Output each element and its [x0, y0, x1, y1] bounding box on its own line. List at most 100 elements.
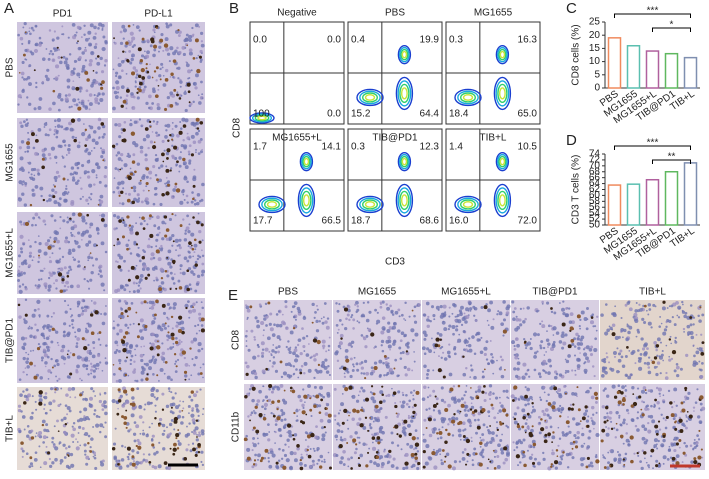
- stain: [100, 86, 104, 90]
- contour: [302, 155, 311, 168]
- cell: [76, 166, 80, 170]
- cell: [432, 448, 435, 451]
- cell: [551, 385, 553, 387]
- stain: [265, 367, 268, 371]
- cell: [93, 456, 97, 460]
- cell: [177, 34, 181, 37]
- stain: [352, 438, 357, 443]
- cell: [559, 455, 563, 459]
- cell: [199, 60, 203, 63]
- cell: [157, 257, 162, 262]
- cell: [20, 166, 24, 170]
- cell: [87, 343, 90, 347]
- axis-label: CD8: [232, 118, 243, 138]
- cell: [296, 447, 300, 451]
- cell: [323, 458, 326, 461]
- cell: [378, 359, 383, 364]
- cell: [448, 306, 451, 309]
- cell: [316, 462, 319, 465]
- stain: [121, 415, 125, 419]
- cell: [147, 146, 150, 150]
- cell: [274, 369, 279, 373]
- stain: [556, 455, 559, 458]
- cell: [263, 314, 266, 318]
- cell: [99, 97, 104, 103]
- cell: [278, 447, 281, 451]
- stain: [186, 287, 190, 292]
- cell: [262, 329, 265, 332]
- stain: [489, 425, 492, 427]
- cell: [37, 284, 41, 288]
- cell: [114, 340, 118, 345]
- cell: [603, 360, 607, 364]
- stain: [64, 422, 68, 426]
- cell: [75, 368, 78, 372]
- cell: [465, 339, 469, 344]
- cell: [588, 347, 593, 352]
- cell: [31, 411, 34, 415]
- cell: [118, 255, 124, 260]
- contour: [495, 187, 510, 214]
- stain: [56, 46, 59, 49]
- stain: [53, 240, 56, 243]
- cell: [72, 440, 75, 443]
- stain: [481, 408, 486, 413]
- stain: [600, 439, 604, 443]
- cell: [512, 416, 515, 419]
- stain: [161, 303, 166, 308]
- cell: [608, 410, 613, 415]
- cell: [116, 186, 120, 190]
- cell: [267, 423, 270, 426]
- cell: [165, 22, 168, 25]
- cell: [625, 438, 630, 443]
- stain: [123, 416, 128, 420]
- cell: [400, 448, 403, 451]
- cell: [403, 318, 405, 320]
- row-label: MG1655+L: [5, 228, 16, 278]
- cell: [135, 282, 138, 285]
- cell: [61, 155, 64, 158]
- cell: [585, 356, 589, 361]
- cell: [537, 372, 542, 376]
- stain: [183, 457, 188, 461]
- stain: [348, 414, 350, 417]
- cell: [279, 383, 284, 388]
- cell: [574, 369, 577, 372]
- cell: [24, 184, 27, 187]
- stain: [562, 451, 565, 454]
- cell: [70, 201, 75, 206]
- cell: [385, 373, 388, 377]
- stain: [394, 424, 399, 429]
- cell: [346, 419, 349, 422]
- flow-title: TIB@PD1: [372, 133, 418, 144]
- cell: [53, 236, 58, 241]
- cell: [194, 426, 199, 431]
- cell: [94, 466, 98, 470]
- stain: [605, 405, 609, 410]
- stain: [502, 329, 507, 334]
- stain: [100, 122, 105, 126]
- stain: [640, 408, 643, 411]
- stain: [196, 68, 201, 74]
- y-tick-label: 62: [589, 184, 601, 195]
- cell: [143, 345, 145, 348]
- cell: [114, 167, 118, 170]
- cell: [184, 165, 189, 170]
- cell: [360, 334, 364, 337]
- cell: [95, 367, 98, 370]
- stain: [644, 389, 647, 391]
- stain: [81, 337, 85, 341]
- cell: [20, 140, 25, 144]
- cell: [47, 133, 50, 137]
- cell: [142, 421, 145, 424]
- cell: [99, 361, 102, 364]
- stain: [176, 160, 179, 164]
- stain: [156, 345, 161, 350]
- cell: [315, 319, 319, 324]
- cell: [532, 332, 538, 337]
- cell: [392, 457, 396, 461]
- stain: [120, 317, 122, 320]
- cell: [100, 213, 106, 218]
- cell: [70, 433, 75, 438]
- cell: [137, 193, 140, 196]
